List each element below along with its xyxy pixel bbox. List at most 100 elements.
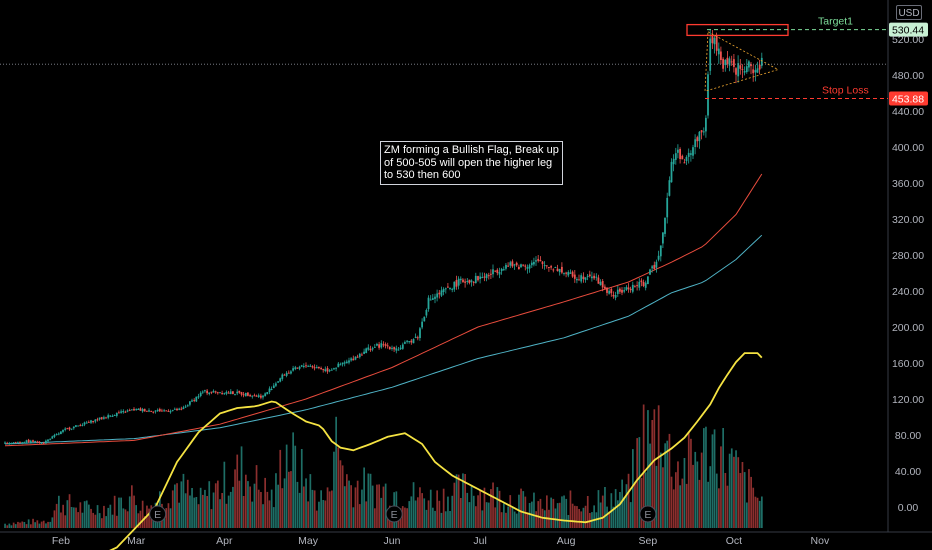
volume-bar [68,494,71,528]
candle-body [70,428,73,430]
earnings-marker[interactable] [385,505,403,523]
candle-body [240,392,243,395]
volume-bar [552,498,555,528]
candle-body [27,439,30,443]
earnings-marker[interactable] [149,505,167,523]
volume-bar [169,508,172,528]
volume-bar [143,516,146,528]
volume-bar [629,502,632,528]
candle-body [606,287,608,293]
candle-body [19,442,21,444]
candle-body [414,336,417,338]
candle-body [683,162,686,164]
earnings-marker-label: E [391,509,398,521]
volume-bar [429,489,432,528]
candle-body [236,391,239,394]
candle-body [199,392,202,396]
candle-body [593,275,595,279]
candle-body [541,261,544,265]
candle-body [709,38,712,71]
volume-bar [649,443,651,528]
candle-body [399,347,402,350]
volume-bar [479,490,481,528]
volume-bar [139,510,142,528]
candle-body [548,267,550,268]
time-tick-label: Jul [473,535,486,547]
volume-bar [700,452,703,528]
currency-badge[interactable]: USD [896,5,922,20]
candle-body [135,409,138,411]
candle-body [498,271,501,275]
candle-body [204,390,206,392]
volume-bar [320,490,322,528]
candle-body [255,395,258,397]
candle-body [694,139,697,147]
price-tick-label: 40.00 [895,466,921,478]
candle-body [150,410,153,412]
moving-average-red [4,173,763,447]
candle-body [702,131,705,133]
volume-bar [126,511,129,528]
candle-body [137,409,140,410]
volume-bar [455,474,458,528]
candle-body [290,371,292,374]
volume-bar [260,492,262,528]
earnings-marker[interactable] [639,505,657,523]
volume-bar [288,471,290,528]
candle-body [451,288,454,290]
candle-body [698,131,701,142]
candle-body [244,393,247,397]
candle-body [206,390,208,394]
volume-bar [662,467,664,528]
volume-bar [328,491,331,528]
candle-body [614,295,617,298]
candle-body [576,279,578,281]
volume-bar [509,495,512,528]
candle-body [619,288,621,292]
volume-bar [526,512,529,528]
time-axis[interactable]: Feb Mar Apr May Jun Jul Aug Sep Oct Nov [52,535,830,547]
candle-body [737,63,740,77]
volume-bar [672,489,675,528]
candle-body [328,370,331,372]
candle-body [647,276,649,284]
candle-body [487,275,490,277]
volume-bar [184,493,187,528]
price-tick-label: 160.00 [892,358,924,370]
volume-bar [318,501,320,528]
flag-pattern[interactable] [704,31,780,92]
candle-body [640,280,643,283]
candle-body [567,272,570,276]
candle-body [49,439,52,441]
candle-body [668,180,671,196]
volume-bar [262,504,264,528]
volume-bar [447,496,449,528]
volume-bar [683,458,686,528]
candle-body [722,58,724,69]
candle-body [154,410,157,412]
candle-body [651,266,654,269]
volume-bar [204,489,206,528]
candle-body [391,347,393,349]
volume-bar [371,485,374,528]
candle-body [326,368,329,372]
candle-body [505,264,507,269]
candle-body [468,279,471,283]
volume-bar [608,511,611,528]
candle-body [350,358,353,361]
volume-bar [758,500,761,528]
volume-bar [657,405,660,528]
chart-annotation[interactable]: ZM forming a Bullish Flag, Break up of 5… [380,141,563,185]
volume-bar [182,473,185,528]
volume-bar [546,495,548,528]
candle-body [431,298,434,300]
candle-body [453,281,456,290]
volume-bar [369,473,372,528]
candle-body [251,395,254,397]
volume-bar [247,481,249,528]
volume-bar [597,490,600,528]
price-axis[interactable]: 0.00 40.00 80.00 120.00 160.00 200.00 240.00 28… [892,34,924,514]
candle-body [208,392,211,394]
candle-body [287,372,290,374]
